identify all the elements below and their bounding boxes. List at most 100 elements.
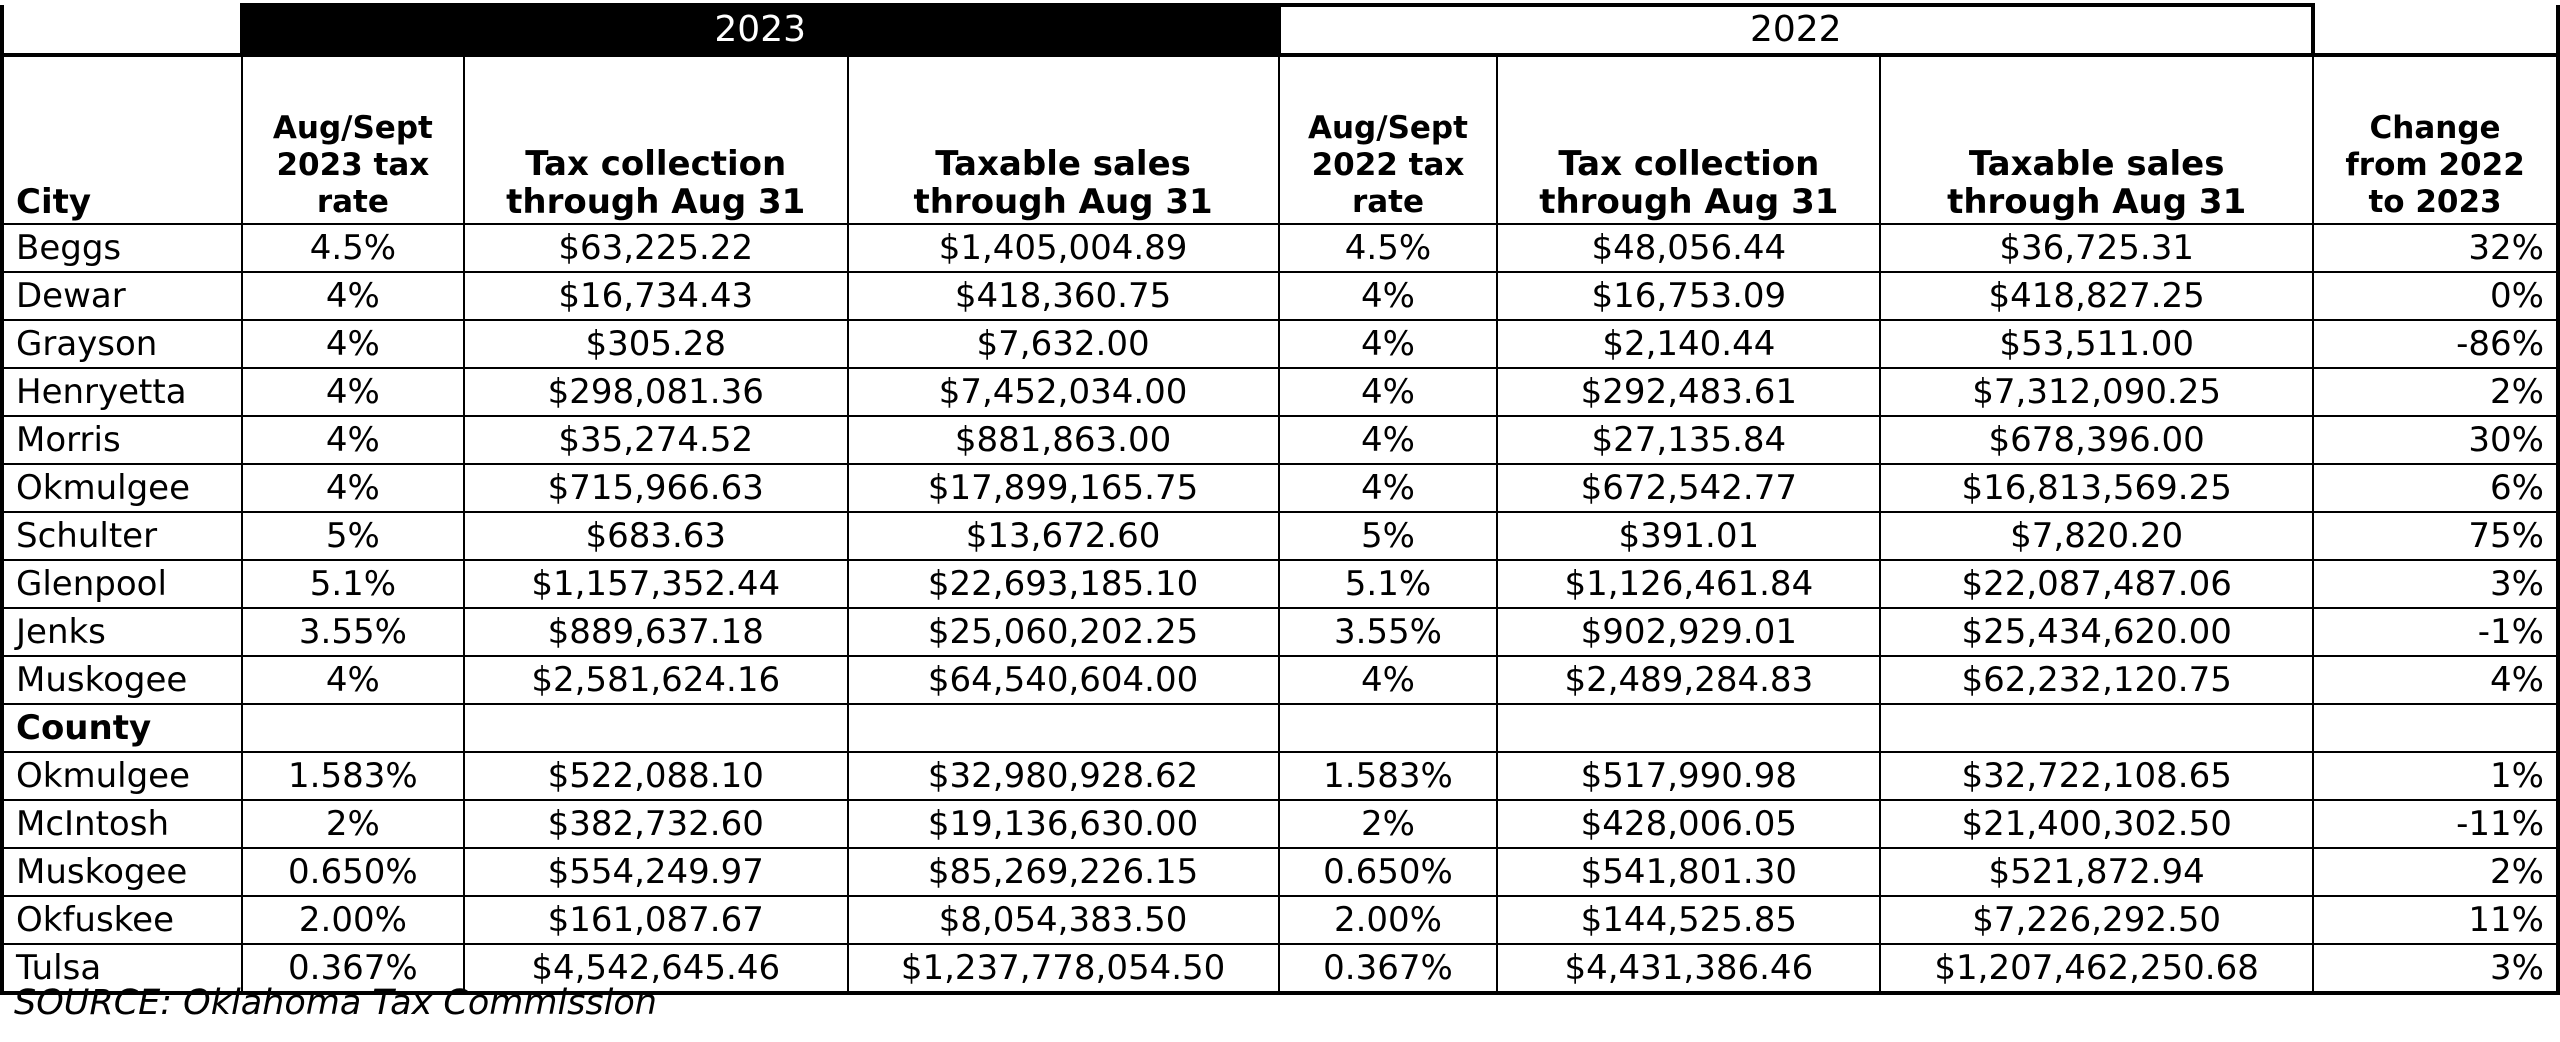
table-cell: $32,980,928.62 xyxy=(846,751,1280,801)
table-cell: $25,060,202.25 xyxy=(846,607,1280,657)
table-cell: Tulsa xyxy=(0,943,243,995)
table-cell: $902,929.01 xyxy=(1496,607,1882,657)
table-cell: 3% xyxy=(2312,943,2560,995)
table-cell: 5.1% xyxy=(1277,559,1499,609)
table-cell: $292,483.61 xyxy=(1496,367,1882,417)
data-row: Henryetta 4% $298,081.36 $7,452,034.00 4% $29… xyxy=(0,367,2560,417)
data-row: Muskogee 4% $2,581,624.16 $64,540,604.00 4% $… xyxy=(0,655,2560,705)
table-cell: 5% xyxy=(1277,511,1499,561)
table-cell xyxy=(240,703,465,753)
table-cell: 4% xyxy=(1277,271,1499,321)
table-cell: $16,734.43 xyxy=(462,271,849,321)
table-cell: $62,232,120.75 xyxy=(1879,655,2315,705)
data-row: Muskogee 0.650% $554,249.97 $85,269,226.15 0… xyxy=(0,847,2560,897)
table-cell xyxy=(1879,703,2315,753)
table-cell: $22,087,487.06 xyxy=(1879,559,2315,609)
table-cell: $53,511.00 xyxy=(1879,319,2315,369)
table-cell: 4% xyxy=(2312,655,2560,705)
table-cell: $683.63 xyxy=(462,511,849,561)
group-row: 2023 2022 xyxy=(0,3,2560,57)
table-cell: Okfuskee xyxy=(0,895,243,945)
table-cell: $7,452,034.00 xyxy=(846,367,1280,417)
table-cell: $382,732.60 xyxy=(462,799,849,849)
table-cell: $64,540,604.00 xyxy=(846,655,1280,705)
table-cell: 2.00% xyxy=(240,895,465,945)
table-cell: $521,872.94 xyxy=(1879,847,2315,897)
table-cell: 4% xyxy=(240,271,465,321)
data-row: Dewar 4% $16,734.43 $418,360.75 4% $16,753.09… xyxy=(0,271,2560,321)
table-cell: $2,140.44 xyxy=(1496,319,1882,369)
table-cell: -1% xyxy=(2312,607,2560,657)
table-cell: 2% xyxy=(240,799,465,849)
data-row: Okmulgee 1.583% $522,088.10 $32,980,928.62 1… xyxy=(0,751,2560,801)
table-cell: $1,237,778,054.50 xyxy=(846,943,1280,995)
data-row: Beggs 4.5% $63,225.22 $1,405,004.89 4.5% $48,… xyxy=(0,223,2560,273)
data-row: Grayson 4% $305.28 $7,632.00 4% $2,140.44 $53,… xyxy=(0,319,2560,369)
data-row: McIntosh 2% $382,732.60 $19,136,630.00 2% $42… xyxy=(0,799,2560,849)
table-cell: $517,990.98 xyxy=(1496,751,1882,801)
table-cell: $1,126,461.84 xyxy=(1496,559,1882,609)
section-row: County xyxy=(0,703,2560,753)
table-cell: $13,672.60 xyxy=(846,511,1280,561)
table-cell: $881,863.00 xyxy=(846,415,1280,465)
table-cell: $21,400,302.50 xyxy=(1879,799,2315,849)
table-cell: 2% xyxy=(1277,799,1499,849)
table-cell: $32,722,108.65 xyxy=(1879,751,2315,801)
table-cell: Aug/Sept 2023 tax rate xyxy=(240,53,465,225)
table-cell: -11% xyxy=(2312,799,2560,849)
table-cell: Dewar xyxy=(0,271,243,321)
table-cell: 0.650% xyxy=(240,847,465,897)
group-header: 2022 xyxy=(1276,3,2316,57)
table-cell: $4,431,386.46 xyxy=(1496,943,1882,995)
table-cell: 4% xyxy=(1277,655,1499,705)
table-cell: 5% xyxy=(240,511,465,561)
table-cell: $19,136,630.00 xyxy=(846,799,1280,849)
table-cell: $8,054,383.50 xyxy=(846,895,1280,945)
table-cell: Beggs xyxy=(0,223,243,273)
table-cell: 4% xyxy=(1277,319,1499,369)
table-cell: $554,249.97 xyxy=(462,847,849,897)
table-cell: 0.650% xyxy=(1277,847,1499,897)
table-cell: 1.583% xyxy=(240,751,465,801)
table-cell: $418,360.75 xyxy=(846,271,1280,321)
table-cell: $678,396.00 xyxy=(1879,415,2315,465)
data-row: Schulter 5% $683.63 $13,672.60 5% $391.01 $7,8… xyxy=(0,511,2560,561)
table-cell: $16,753.09 xyxy=(1496,271,1882,321)
table-cell xyxy=(846,703,1280,753)
table-cell: $522,088.10 xyxy=(462,751,849,801)
table-cell: $7,312,090.25 xyxy=(1879,367,2315,417)
table-cell: $7,632.00 xyxy=(846,319,1280,369)
table-cell: Taxable sales through Aug 31 xyxy=(846,53,1280,225)
table-cell: 75% xyxy=(2312,511,2560,561)
table-cell: 4.5% xyxy=(1277,223,1499,273)
table-cell: Henryetta xyxy=(0,367,243,417)
table-cell: $298,081.36 xyxy=(462,367,849,417)
table-cell: Okmulgee xyxy=(0,463,243,513)
source-note: SOURCE: Oklahoma Tax Commission xyxy=(14,983,657,1023)
table-cell: Schulter xyxy=(0,511,243,561)
table-cell: $63,225.22 xyxy=(462,223,849,273)
table-cell: $1,405,004.89 xyxy=(846,223,1280,273)
table-cell: $17,899,165.75 xyxy=(846,463,1280,513)
table-cell: $305.28 xyxy=(462,319,849,369)
table-cell: 0.367% xyxy=(1277,943,1499,995)
table-cell: $48,056.44 xyxy=(1496,223,1882,273)
table-cell xyxy=(1496,703,1882,753)
table-cell: Muskogee xyxy=(0,847,243,897)
table-cell: $418,827.25 xyxy=(1879,271,2315,321)
table-cell: 1.583% xyxy=(1277,751,1499,801)
table-cell: City xyxy=(0,53,243,225)
table-cell: $7,820.20 xyxy=(1879,511,2315,561)
table-cell: $715,966.63 xyxy=(462,463,849,513)
table-cell: Glenpool xyxy=(0,559,243,609)
table-cell: Change from 2022 to 2023 xyxy=(2312,53,2560,225)
table-cell: 2.00% xyxy=(1277,895,1499,945)
table-cell: Aug/Sept 2022 tax rate xyxy=(1277,53,1499,225)
table-cell: 6% xyxy=(2312,463,2560,513)
table-cell: Jenks xyxy=(0,607,243,657)
table-cell: $35,274.52 xyxy=(462,415,849,465)
table-cell: McIntosh xyxy=(0,799,243,849)
table-cell: $428,006.05 xyxy=(1496,799,1882,849)
table-cell: $391.01 xyxy=(1496,511,1882,561)
